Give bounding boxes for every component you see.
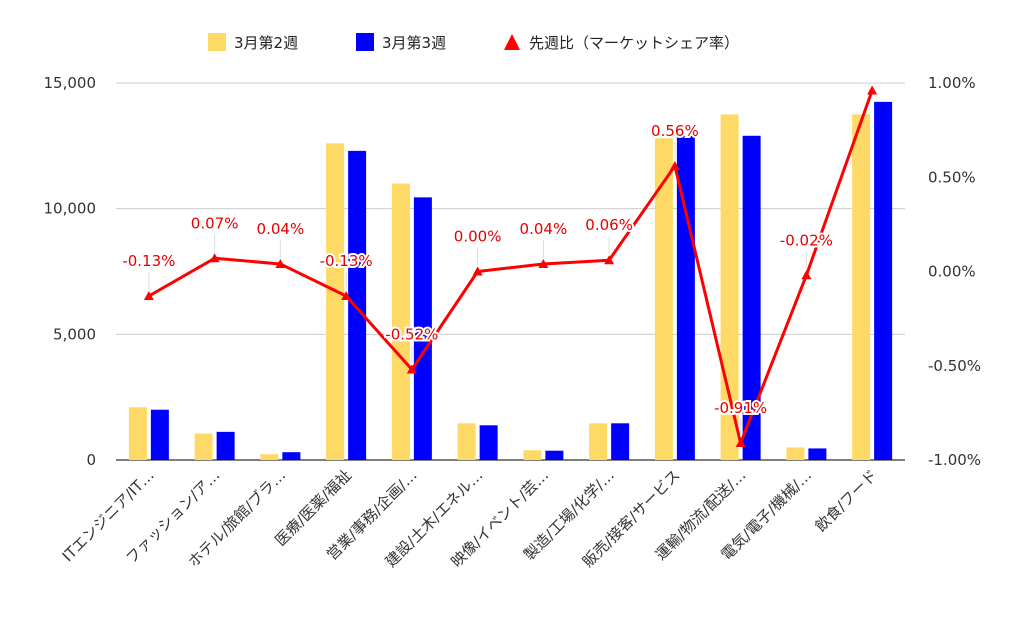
legend: 3月第2週 3月第3週 先週比（マーケットシェア率） <box>208 33 739 52</box>
y-right-tick-label: -0.50% <box>928 357 981 375</box>
line-point <box>801 270 812 280</box>
y-right-tick-label: 0.50% <box>928 168 976 186</box>
line-point <box>341 291 352 301</box>
data-label: 0.04% <box>520 220 568 238</box>
y-right-tick-label: 1.00% <box>928 74 976 92</box>
line-point <box>867 85 878 95</box>
line-point <box>472 266 483 276</box>
bar-week3 <box>874 101 893 460</box>
data-label: 0.04% <box>257 220 305 238</box>
data-labels: -0.13% 0.07% 0.04% -0.13% -0.52% 0.00% 0.04% 0.… <box>120 120 835 438</box>
legend-swatch <box>504 34 520 50</box>
y-right-tick-label: -1.00% <box>928 451 981 469</box>
y-axis-right: -1.00% -0.50% 0.00% 0.50% 1.00% <box>928 74 981 469</box>
bar-week3 <box>150 409 169 460</box>
y-left-tick-label: 15,000 <box>44 74 97 92</box>
bars <box>128 101 893 461</box>
data-label: -0.13% <box>320 252 373 270</box>
line-point <box>275 258 286 268</box>
bar-week2 <box>523 450 542 460</box>
data-label: 0.56% <box>651 122 699 140</box>
data-label: -0.52% <box>385 326 438 344</box>
line-point <box>209 253 220 263</box>
data-label: -0.02% <box>780 231 833 249</box>
bar-week2 <box>128 407 147 460</box>
y-left-tick-label: 0 <box>86 451 96 469</box>
bar-week2 <box>852 114 871 461</box>
bar-week2 <box>654 138 673 460</box>
gridlines <box>116 82 905 461</box>
bar-week2 <box>589 423 608 460</box>
y-axis-left: 0 5,000 10,000 15,000 <box>44 74 97 469</box>
y-left-tick-label: 5,000 <box>53 325 96 343</box>
legend-swatch <box>208 33 226 51</box>
line-series <box>143 85 878 448</box>
bar-week3 <box>742 135 761 460</box>
data-label: 0.00% <box>454 228 502 246</box>
bar-week2 <box>194 433 213 460</box>
bar-week3 <box>808 448 827 460</box>
bar-week3 <box>611 423 630 460</box>
x-tick-label: 飲食/フード <box>812 466 881 535</box>
y-right-tick-label: 0.00% <box>928 263 976 281</box>
legend-label: 3月第3週 <box>382 34 446 52</box>
bar-week2 <box>326 143 345 460</box>
line-point <box>538 258 549 268</box>
bar-week3 <box>413 197 432 460</box>
bar-week3 <box>545 450 564 460</box>
data-label: 0.06% <box>585 216 633 234</box>
legend-label: 先週比（マーケットシェア率） <box>529 34 739 52</box>
line-point <box>406 364 417 374</box>
line-point <box>604 255 615 265</box>
legend-label: 3月第2週 <box>234 34 298 52</box>
data-label: 0.07% <box>191 214 239 232</box>
data-label: -0.91% <box>714 399 767 417</box>
bar-week3 <box>676 135 695 460</box>
bar-week3 <box>216 431 235 460</box>
bar-week2 <box>457 423 476 460</box>
legend-swatch <box>356 33 374 51</box>
line-point <box>143 291 154 301</box>
line-point <box>735 438 746 448</box>
bar-week2 <box>391 183 410 461</box>
bar-week2 <box>260 454 279 460</box>
bar-week2 <box>786 447 805 460</box>
line-point <box>669 160 680 170</box>
bar-week3 <box>348 150 367 461</box>
bar-week3 <box>282 452 301 460</box>
bar-week3 <box>479 425 498 460</box>
line-path <box>148 90 874 445</box>
x-axis: ITエンジニア/IT…ファッション/ア…ホテル/旅館/ブラ…医療/医薬/福祉営業… <box>59 466 881 571</box>
y-left-tick-label: 10,000 <box>44 200 97 218</box>
data-label: -0.13% <box>122 252 175 270</box>
